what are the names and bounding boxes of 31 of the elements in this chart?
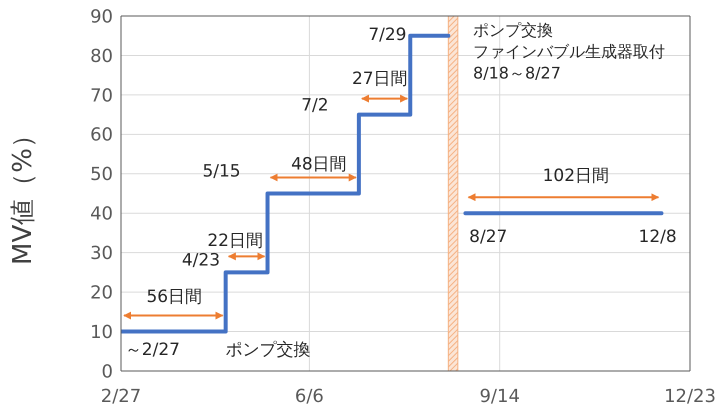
annotation: 7/29 [368, 24, 407, 45]
annotation: 8/18～8/27 [473, 64, 561, 83]
y-tick-label: 80 [90, 46, 113, 67]
annotation: 22日間 [207, 230, 263, 251]
annotation: 56日間 [146, 286, 202, 307]
annotation: 48日間 [291, 154, 347, 175]
x-tick-label: 6/6 [294, 386, 324, 407]
y-tick-label: 70 [90, 85, 113, 106]
annotation: 102日間 [542, 166, 610, 186]
annotation: 12/8 [638, 226, 677, 247]
annotation: 7/2 [301, 96, 329, 116]
annotation: 4/23 [182, 250, 220, 271]
x-tick-label: 9/14 [479, 386, 520, 407]
annotation: 8/27 [469, 226, 508, 247]
x-tick-label: 12/23 [664, 386, 716, 407]
annotation: 27日間 [352, 69, 408, 90]
y-tick-label: 40 [90, 204, 113, 225]
annotation: ファインバブル生成器取付 [473, 42, 666, 61]
annotation: ポンプ交換 [473, 20, 554, 40]
annotation: ポンプ交換 [226, 340, 311, 360]
y-tick-label: 20 [90, 282, 113, 304]
y-tick-label: 0 [102, 361, 113, 382]
y-tick-label: 30 [90, 243, 113, 264]
y-axis-title: MV値（%） [8, 122, 38, 265]
x-tick-label: 2/27 [100, 386, 142, 407]
y-tick-label: 60 [90, 124, 113, 146]
y-tick-label: 90 [90, 6, 113, 28]
annotation: ～2/27 [124, 340, 180, 360]
y-tick-label: 50 [90, 164, 113, 186]
y-tick-label: 10 [90, 322, 113, 343]
annotation: 5/15 [202, 162, 241, 182]
